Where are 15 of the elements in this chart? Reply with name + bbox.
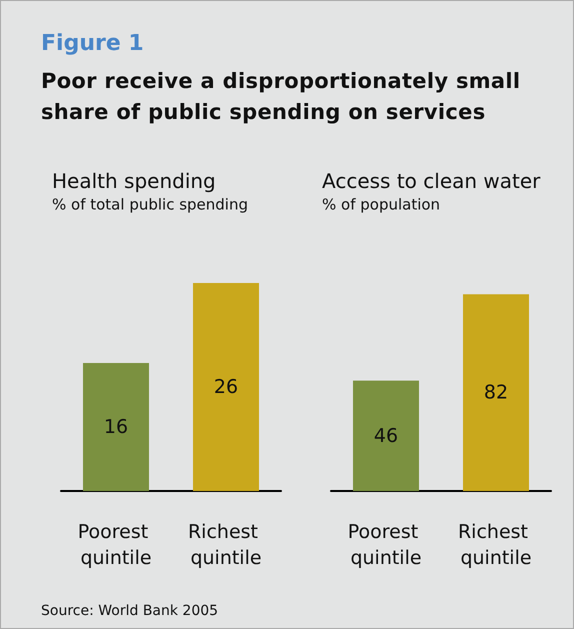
x-tick-label: Poorest quintile [78, 521, 154, 569]
data-label: 26 [214, 376, 238, 398]
x-tick-label: Richest quintile [188, 521, 264, 569]
x-tick-label: Poorest quintile [348, 521, 424, 569]
chart-subtitle: % of total public spending [52, 196, 248, 214]
text: Poor receive a disproportionately small share of public spending on services [41, 68, 522, 126]
chart-title: Access to clean water [322, 169, 542, 193]
data-label: 16 [104, 416, 128, 438]
chart-title: Health spending [52, 169, 216, 193]
source-note: Source: World Bank 2005 [41, 603, 218, 619]
data-label: 46 [374, 424, 398, 447]
x-tick-label: Richest quintile [458, 521, 534, 569]
caption: Figure 1 [41, 31, 145, 56]
chart-subtitle: % of population [322, 196, 440, 214]
data-label: 82 [484, 382, 508, 404]
